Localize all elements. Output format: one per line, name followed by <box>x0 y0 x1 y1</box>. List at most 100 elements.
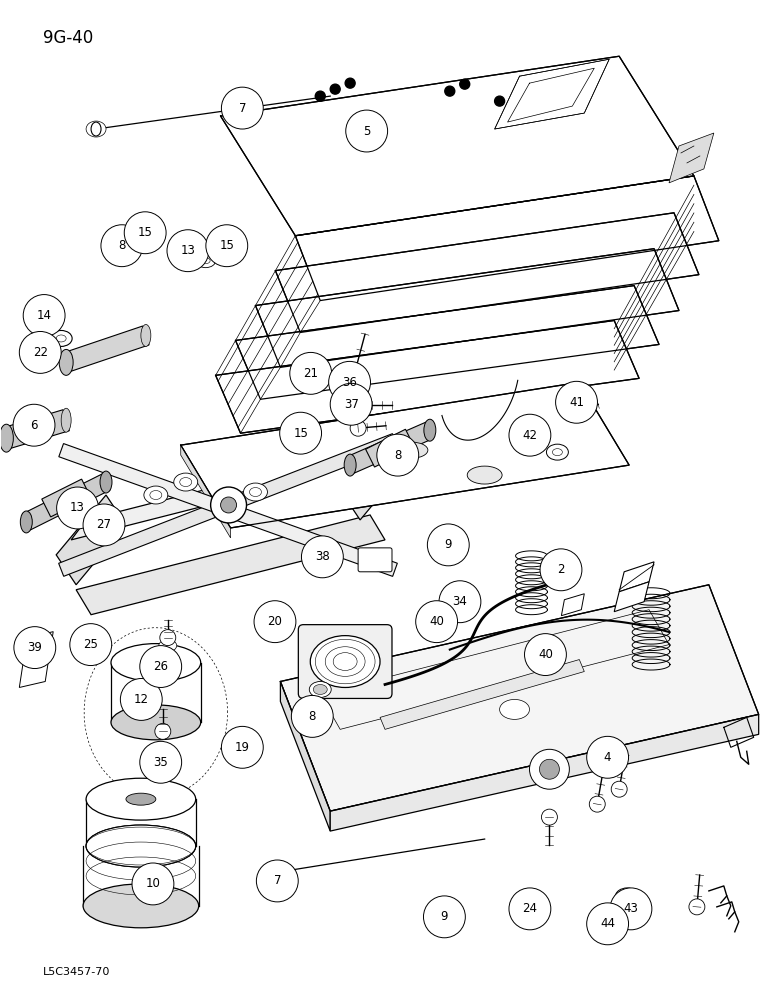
Text: 15: 15 <box>219 239 234 252</box>
Ellipse shape <box>310 636 380 687</box>
Polygon shape <box>25 632 53 664</box>
Ellipse shape <box>50 330 72 346</box>
Circle shape <box>330 84 340 94</box>
Circle shape <box>140 646 182 687</box>
Text: 39: 39 <box>27 641 42 654</box>
Ellipse shape <box>174 473 197 491</box>
Ellipse shape <box>86 778 196 820</box>
Polygon shape <box>42 479 90 517</box>
Ellipse shape <box>141 324 151 346</box>
Polygon shape <box>280 681 330 831</box>
Circle shape <box>280 412 321 454</box>
Circle shape <box>20 331 61 373</box>
Polygon shape <box>236 286 659 399</box>
Text: 15: 15 <box>138 226 153 239</box>
Circle shape <box>509 888 551 930</box>
Circle shape <box>445 86 455 96</box>
Circle shape <box>689 899 705 915</box>
Circle shape <box>427 524 470 566</box>
Circle shape <box>83 504 125 546</box>
Circle shape <box>424 896 466 938</box>
Circle shape <box>254 601 296 643</box>
Circle shape <box>292 695 333 737</box>
Ellipse shape <box>86 511 106 525</box>
Polygon shape <box>495 59 609 129</box>
Circle shape <box>14 627 55 669</box>
Polygon shape <box>63 326 149 372</box>
Ellipse shape <box>61 408 71 432</box>
Text: 5: 5 <box>363 125 370 138</box>
Text: 8: 8 <box>309 710 316 723</box>
Polygon shape <box>380 660 584 729</box>
Circle shape <box>222 726 264 768</box>
Circle shape <box>540 549 582 591</box>
Text: 41: 41 <box>569 396 584 409</box>
Ellipse shape <box>83 884 199 928</box>
Circle shape <box>562 404 577 420</box>
Ellipse shape <box>20 511 32 533</box>
Polygon shape <box>181 445 231 538</box>
Text: 37: 37 <box>344 398 359 411</box>
Circle shape <box>439 581 481 623</box>
Ellipse shape <box>86 825 196 867</box>
Text: L5C3457-70: L5C3457-70 <box>43 967 111 977</box>
Circle shape <box>23 295 65 336</box>
Polygon shape <box>58 434 398 576</box>
Ellipse shape <box>500 699 530 719</box>
Text: 40: 40 <box>538 648 553 661</box>
Text: 4: 4 <box>604 751 612 764</box>
Circle shape <box>377 434 419 476</box>
Polygon shape <box>330 714 759 831</box>
Text: 15: 15 <box>293 427 308 440</box>
Ellipse shape <box>547 444 569 460</box>
Circle shape <box>211 487 246 523</box>
Text: 40: 40 <box>429 615 444 628</box>
Circle shape <box>328 361 370 403</box>
Circle shape <box>330 383 372 425</box>
Circle shape <box>530 749 569 789</box>
Circle shape <box>206 225 248 267</box>
Circle shape <box>222 87 264 129</box>
Circle shape <box>160 630 176 646</box>
Circle shape <box>167 230 209 272</box>
Circle shape <box>346 78 355 88</box>
FancyBboxPatch shape <box>358 548 392 572</box>
Ellipse shape <box>126 793 156 805</box>
Text: 24: 24 <box>523 902 537 915</box>
Ellipse shape <box>86 121 106 137</box>
Ellipse shape <box>159 640 177 652</box>
Circle shape <box>120 679 162 720</box>
Circle shape <box>290 352 332 394</box>
Text: 26: 26 <box>153 660 168 673</box>
Circle shape <box>221 497 236 513</box>
Polygon shape <box>614 582 649 612</box>
Text: 38: 38 <box>315 550 330 563</box>
Polygon shape <box>366 429 414 467</box>
Text: 13: 13 <box>180 244 195 257</box>
Ellipse shape <box>552 449 562 456</box>
Text: 12: 12 <box>134 693 149 706</box>
Ellipse shape <box>396 442 428 458</box>
Ellipse shape <box>615 888 639 906</box>
Ellipse shape <box>56 335 66 342</box>
Text: 36: 36 <box>342 376 357 389</box>
Circle shape <box>301 536 343 578</box>
Text: 10: 10 <box>146 877 161 890</box>
Text: 27: 27 <box>97 518 112 531</box>
Ellipse shape <box>310 681 332 697</box>
Ellipse shape <box>467 466 502 484</box>
Ellipse shape <box>333 653 357 670</box>
Polygon shape <box>181 382 629 528</box>
Polygon shape <box>71 445 380 540</box>
Text: 13: 13 <box>70 501 85 514</box>
Circle shape <box>541 809 558 825</box>
Circle shape <box>587 736 629 778</box>
Ellipse shape <box>59 349 73 375</box>
Circle shape <box>346 110 388 152</box>
Circle shape <box>155 723 171 739</box>
Circle shape <box>70 624 112 666</box>
Ellipse shape <box>111 644 200 681</box>
Text: 8: 8 <box>119 239 126 252</box>
Text: 35: 35 <box>154 756 168 769</box>
Text: 43: 43 <box>623 902 638 915</box>
